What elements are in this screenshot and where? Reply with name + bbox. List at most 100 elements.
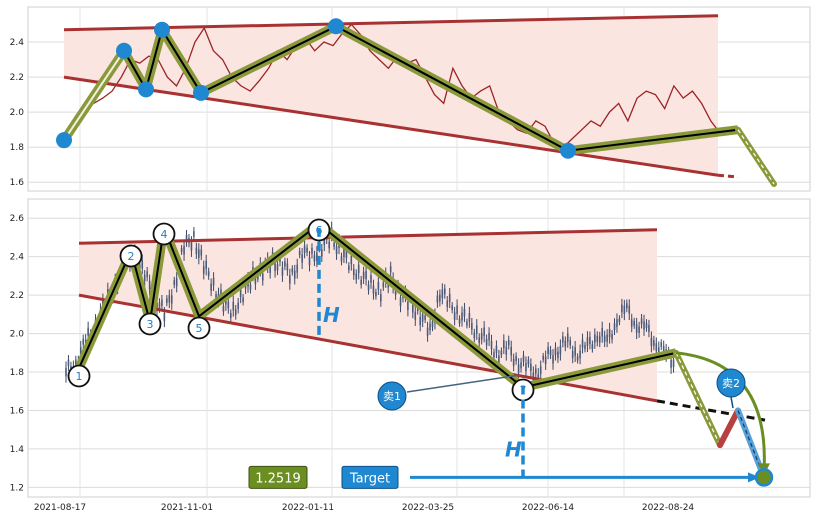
candle-body bbox=[527, 359, 530, 365]
candle-body bbox=[436, 295, 439, 303]
candle-body bbox=[261, 273, 264, 281]
candle-body bbox=[517, 364, 520, 373]
candle-body bbox=[328, 241, 330, 249]
top-y-tick-label: 1.6 bbox=[10, 178, 25, 188]
candle-body bbox=[495, 345, 498, 353]
candle-body bbox=[453, 312, 456, 320]
candle-body bbox=[227, 301, 230, 309]
candle-body bbox=[613, 323, 616, 330]
candle-body bbox=[431, 321, 434, 327]
candle-body bbox=[375, 291, 377, 297]
candle-body bbox=[419, 316, 421, 326]
candle-body bbox=[574, 347, 576, 356]
candle-body bbox=[198, 249, 200, 258]
candle-body bbox=[458, 318, 461, 324]
candle-body bbox=[357, 264, 360, 274]
candle-body bbox=[67, 359, 70, 367]
top-pivot-dot bbox=[56, 132, 72, 149]
candle-body bbox=[348, 265, 350, 270]
sell2-badge bbox=[716, 368, 746, 398]
candle-body bbox=[168, 295, 171, 303]
top-pivot-dot bbox=[116, 42, 132, 59]
candle-body bbox=[635, 324, 638, 333]
candle-body bbox=[345, 250, 348, 258]
height-label-bottom: H bbox=[505, 438, 522, 462]
candle-body bbox=[239, 288, 242, 297]
top-pivot-dot bbox=[138, 81, 154, 98]
candle-body bbox=[407, 301, 409, 311]
target-value-label: 1.2519 bbox=[255, 471, 301, 486]
candle-body bbox=[448, 294, 451, 303]
candle-body bbox=[426, 327, 429, 336]
candle-body bbox=[552, 355, 554, 364]
candle-body bbox=[254, 276, 257, 285]
candle-body bbox=[488, 332, 490, 341]
candle-body bbox=[276, 264, 279, 271]
top-support-extension bbox=[717, 173, 739, 179]
candle-body bbox=[483, 327, 485, 336]
candle-body bbox=[650, 337, 653, 347]
candle-body bbox=[311, 247, 313, 254]
candle-body bbox=[621, 304, 623, 313]
candle-body bbox=[579, 350, 581, 359]
candle-body bbox=[148, 280, 151, 290]
candle-body bbox=[350, 255, 353, 265]
bottom-y-tick-label: 2.6 bbox=[10, 214, 25, 224]
top-pivot-dot bbox=[560, 142, 576, 159]
candle-body bbox=[653, 340, 655, 346]
bottom-x-tick-label: 2021-11-01 bbox=[161, 503, 213, 513]
candle-body bbox=[166, 298, 168, 303]
pivot-number-circle bbox=[187, 316, 211, 340]
bottom-y-tick-label: 2.2 bbox=[10, 291, 24, 301]
candle-body bbox=[571, 350, 574, 358]
candle-body bbox=[645, 322, 648, 329]
candle-body bbox=[234, 309, 237, 316]
candle-body bbox=[175, 278, 178, 287]
candle-body bbox=[355, 273, 358, 280]
candle-body bbox=[220, 289, 222, 298]
candle-body bbox=[421, 314, 424, 322]
candle-body bbox=[424, 315, 426, 320]
height-label-top: H bbox=[323, 303, 340, 327]
candle-body bbox=[606, 334, 608, 342]
candle-body bbox=[505, 346, 508, 355]
candle-body bbox=[205, 260, 208, 270]
top-panel: 1.6 1.8 2.0 2.2 2.4 bbox=[10, 6, 811, 192]
candle-body bbox=[333, 242, 335, 247]
bottom-y-tick-label: 1.4 bbox=[10, 445, 25, 455]
candle-body bbox=[210, 283, 212, 291]
candle-body bbox=[598, 336, 601, 343]
candle-body bbox=[414, 311, 417, 320]
candle-body bbox=[156, 302, 158, 311]
top-y-tick-label: 2.2 bbox=[10, 73, 24, 83]
candle-body bbox=[163, 313, 166, 322]
candle-body bbox=[480, 333, 483, 340]
candle-body bbox=[321, 249, 323, 257]
candle-body bbox=[323, 236, 326, 245]
candle-body bbox=[232, 301, 235, 311]
candle-body bbox=[512, 358, 515, 366]
candle-body bbox=[212, 277, 215, 286]
candle-body bbox=[584, 344, 586, 350]
candle-body bbox=[670, 359, 672, 368]
top-support-line bbox=[63, 75, 719, 177]
candle-body bbox=[544, 356, 547, 365]
candle-body bbox=[399, 297, 402, 306]
bottom-pattern-fill bbox=[79, 229, 657, 401]
candle-body bbox=[473, 332, 476, 339]
candle-body bbox=[589, 336, 591, 344]
candle-body bbox=[269, 265, 271, 274]
candle-body bbox=[308, 257, 311, 266]
candle-body bbox=[180, 247, 183, 252]
bottom-y-tick-label: 2.0 bbox=[10, 330, 25, 340]
candle-body bbox=[158, 302, 161, 309]
candle-body bbox=[547, 347, 549, 355]
sell2-label: 卖2 bbox=[722, 377, 740, 390]
candle-body bbox=[195, 247, 198, 255]
candle-body bbox=[648, 325, 650, 332]
candle-body bbox=[638, 326, 640, 333]
top-pivot-dot bbox=[154, 21, 170, 38]
candle-body bbox=[335, 246, 338, 255]
top-y-tick-label: 2.0 bbox=[10, 108, 25, 118]
